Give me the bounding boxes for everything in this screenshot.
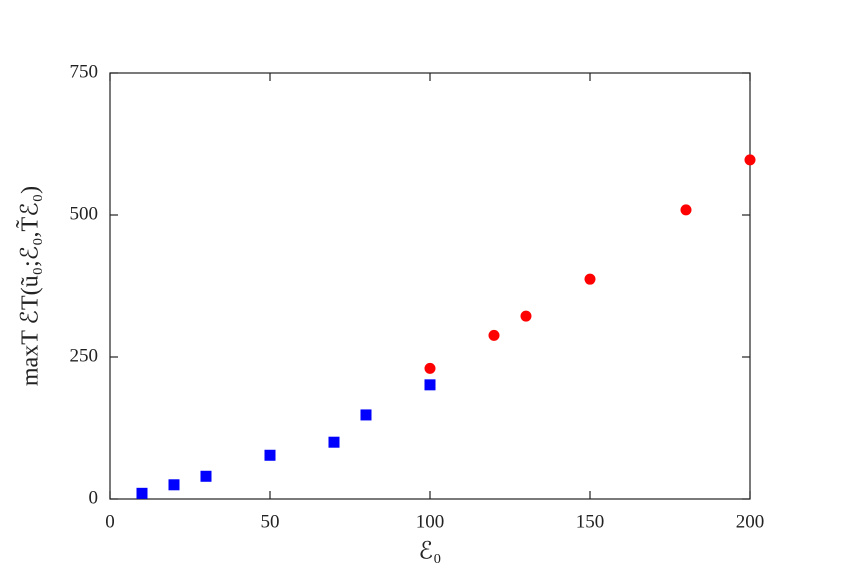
point	[328, 436, 340, 448]
x-tick-label: 50	[261, 511, 280, 532]
point	[264, 449, 276, 461]
plot-frame	[109, 72, 751, 500]
x-tick-label: 0	[105, 511, 115, 532]
point	[744, 154, 756, 166]
point	[424, 362, 436, 374]
point	[424, 379, 436, 391]
x-tick-label: 100	[416, 511, 445, 532]
y-tick-label: 750	[70, 61, 99, 82]
point	[584, 273, 596, 285]
point	[680, 204, 692, 216]
x-tick-label: 200	[736, 511, 765, 532]
x-tick-label: 150	[576, 511, 605, 532]
point	[520, 310, 532, 322]
point	[200, 470, 212, 482]
point	[168, 479, 180, 491]
y-tick-label: 0	[89, 487, 99, 508]
point	[360, 409, 372, 421]
x-axis-label: ℰ₀	[419, 539, 442, 565]
y-tick-label: 250	[70, 345, 99, 366]
point	[488, 329, 500, 341]
point	[136, 487, 148, 499]
y-axis-label: maxT ℰT(ũ₀;ℰ₀,T̃ℰ₀)	[16, 186, 44, 386]
y-tick-label: 500	[70, 203, 99, 224]
